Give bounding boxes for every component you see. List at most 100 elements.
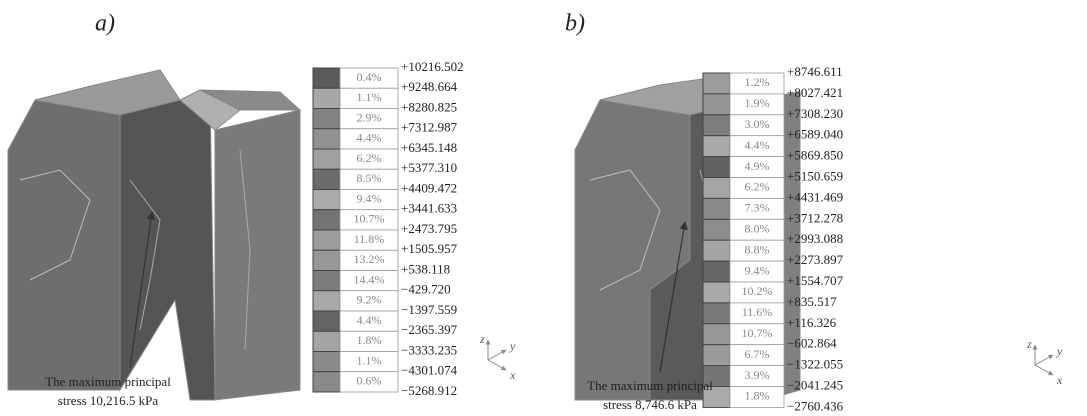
legend-swatch <box>313 230 340 250</box>
legend-value: +2273.897 <box>787 252 844 267</box>
legend-value: −2760.436 <box>787 398 844 413</box>
legend-percentage: 13.2% <box>354 252 385 266</box>
legend-percentage: 6.2% <box>745 180 770 194</box>
legend-percentage: 10.2% <box>742 284 773 298</box>
legend-value: +8027.421 <box>787 85 843 100</box>
axis-label-x: x <box>509 368 516 382</box>
annotation: stress 10,216.5 kPa <box>58 393 159 408</box>
legend-swatch <box>703 178 730 199</box>
legend-value: +9248.664 <box>401 79 458 94</box>
legend-percentage: 1.8% <box>357 333 382 347</box>
legend-swatch <box>703 282 730 303</box>
legend-swatch <box>313 169 340 189</box>
legend-percentage: 10.7% <box>354 212 385 226</box>
legend-value: +4431.469 <box>787 189 843 204</box>
legend-percentage: 10.7% <box>742 326 773 340</box>
legend-swatch <box>313 311 340 331</box>
axis-label-z: z <box>479 332 485 346</box>
legend-percentage: 4.4% <box>745 138 770 152</box>
legend-value: −1397.559 <box>401 302 457 317</box>
legend-swatch <box>313 291 340 311</box>
legend-swatch <box>313 210 340 230</box>
legend-percentage: 0.4% <box>357 70 382 84</box>
legend-swatch <box>313 88 340 108</box>
legend-value: −4301.074 <box>401 363 458 378</box>
legend-value: +8746.611 <box>787 64 843 79</box>
axis-label-y: y <box>1056 344 1063 358</box>
legend-value: +3441.633 <box>401 201 457 216</box>
annotation: stress 8,746.6 kPa <box>603 397 697 412</box>
legend-percentage: 8.5% <box>357 171 382 185</box>
legend-value: −1322.055 <box>787 357 843 372</box>
legend-value: +835.517 <box>787 294 837 309</box>
legend-value: +10216.502 <box>401 59 464 74</box>
legend-percentage: 9.4% <box>745 263 770 277</box>
annotation: The maximum principal <box>45 374 171 389</box>
legend-swatch <box>703 303 730 324</box>
legend-swatch <box>703 157 730 178</box>
legend-percentage: 6.7% <box>745 347 770 361</box>
legend-value: −5268.912 <box>401 383 457 398</box>
legend-percentage: 0.6% <box>357 374 382 388</box>
legend-value: +7312.987 <box>401 120 458 135</box>
legend-percentage: 3.9% <box>745 368 770 382</box>
panel-label: b) <box>565 11 585 37</box>
legend-value: −602.864 <box>787 336 837 351</box>
legend-percentage: 9.4% <box>357 191 382 205</box>
legend-percentage: 2.9% <box>357 110 382 124</box>
legend-swatch <box>703 198 730 219</box>
legend-value: −2365.397 <box>401 322 458 337</box>
legend-value: +1554.707 <box>787 273 844 288</box>
legend-swatch <box>313 250 340 270</box>
legend-swatch <box>703 240 730 261</box>
legend-swatch <box>703 94 730 115</box>
legend-value: +5377.310 <box>401 160 457 175</box>
legend-swatch <box>703 324 730 345</box>
legend-value: +2993.088 <box>787 231 843 246</box>
axis-label-x: x <box>1056 373 1063 387</box>
legend-percentage: 1.1% <box>357 90 382 104</box>
axis-y <box>1035 355 1053 365</box>
legend-swatch <box>313 352 340 372</box>
legend-percentage: 1.1% <box>357 353 382 367</box>
legend-percentage: 11.8% <box>354 232 385 246</box>
legend-swatch <box>703 136 730 157</box>
legend-swatch <box>313 190 340 210</box>
axis-label-z: z <box>1026 337 1032 351</box>
legend-swatch <box>313 372 340 392</box>
legend-swatch <box>703 115 730 136</box>
legend-percentage: 11.6% <box>742 305 773 319</box>
legend-swatch <box>703 345 730 366</box>
legend-swatch <box>313 331 340 351</box>
legend-percentage: 6.2% <box>357 151 382 165</box>
legend-value: +1505.957 <box>401 241 458 256</box>
legend-swatch <box>703 73 730 94</box>
legend-percentage: 14.4% <box>354 272 385 286</box>
legend-percentage: 4.9% <box>745 159 770 173</box>
legend-percentage: 7.3% <box>745 201 770 215</box>
legend-value: +6345.148 <box>401 140 457 155</box>
legend-swatch <box>313 271 340 291</box>
model-a <box>8 70 300 400</box>
legend-value: −429.720 <box>401 282 451 297</box>
legend-value: +3712.278 <box>787 210 843 225</box>
legend-value: +8280.825 <box>401 99 457 114</box>
legend-value: +2473.795 <box>401 221 457 236</box>
legend-swatch <box>703 219 730 240</box>
legend-swatch <box>313 68 340 88</box>
panel-label: a) <box>95 11 115 37</box>
axis-x <box>1035 365 1053 375</box>
legend-percentage: 1.8% <box>745 389 770 403</box>
legend-swatch <box>313 129 340 149</box>
legend-percentage: 8.0% <box>745 222 770 236</box>
axis-label-y: y <box>509 339 516 353</box>
annotation: The maximum principal <box>587 378 713 393</box>
axis-x <box>488 360 506 370</box>
legend-value: +538.118 <box>401 261 450 276</box>
legend-value: −2041.245 <box>787 377 843 392</box>
legend-percentage: 9.2% <box>357 293 382 307</box>
legend-swatch <box>313 109 340 129</box>
figure: a) 0.4% 1.1% 2.9% 4.4% 6.2% 8.5% 9.4% 10.7% 11.8%… <box>0 0 1087 416</box>
legend-percentage: 4.4% <box>357 313 382 327</box>
legend-percentage: 4.4% <box>357 131 382 145</box>
